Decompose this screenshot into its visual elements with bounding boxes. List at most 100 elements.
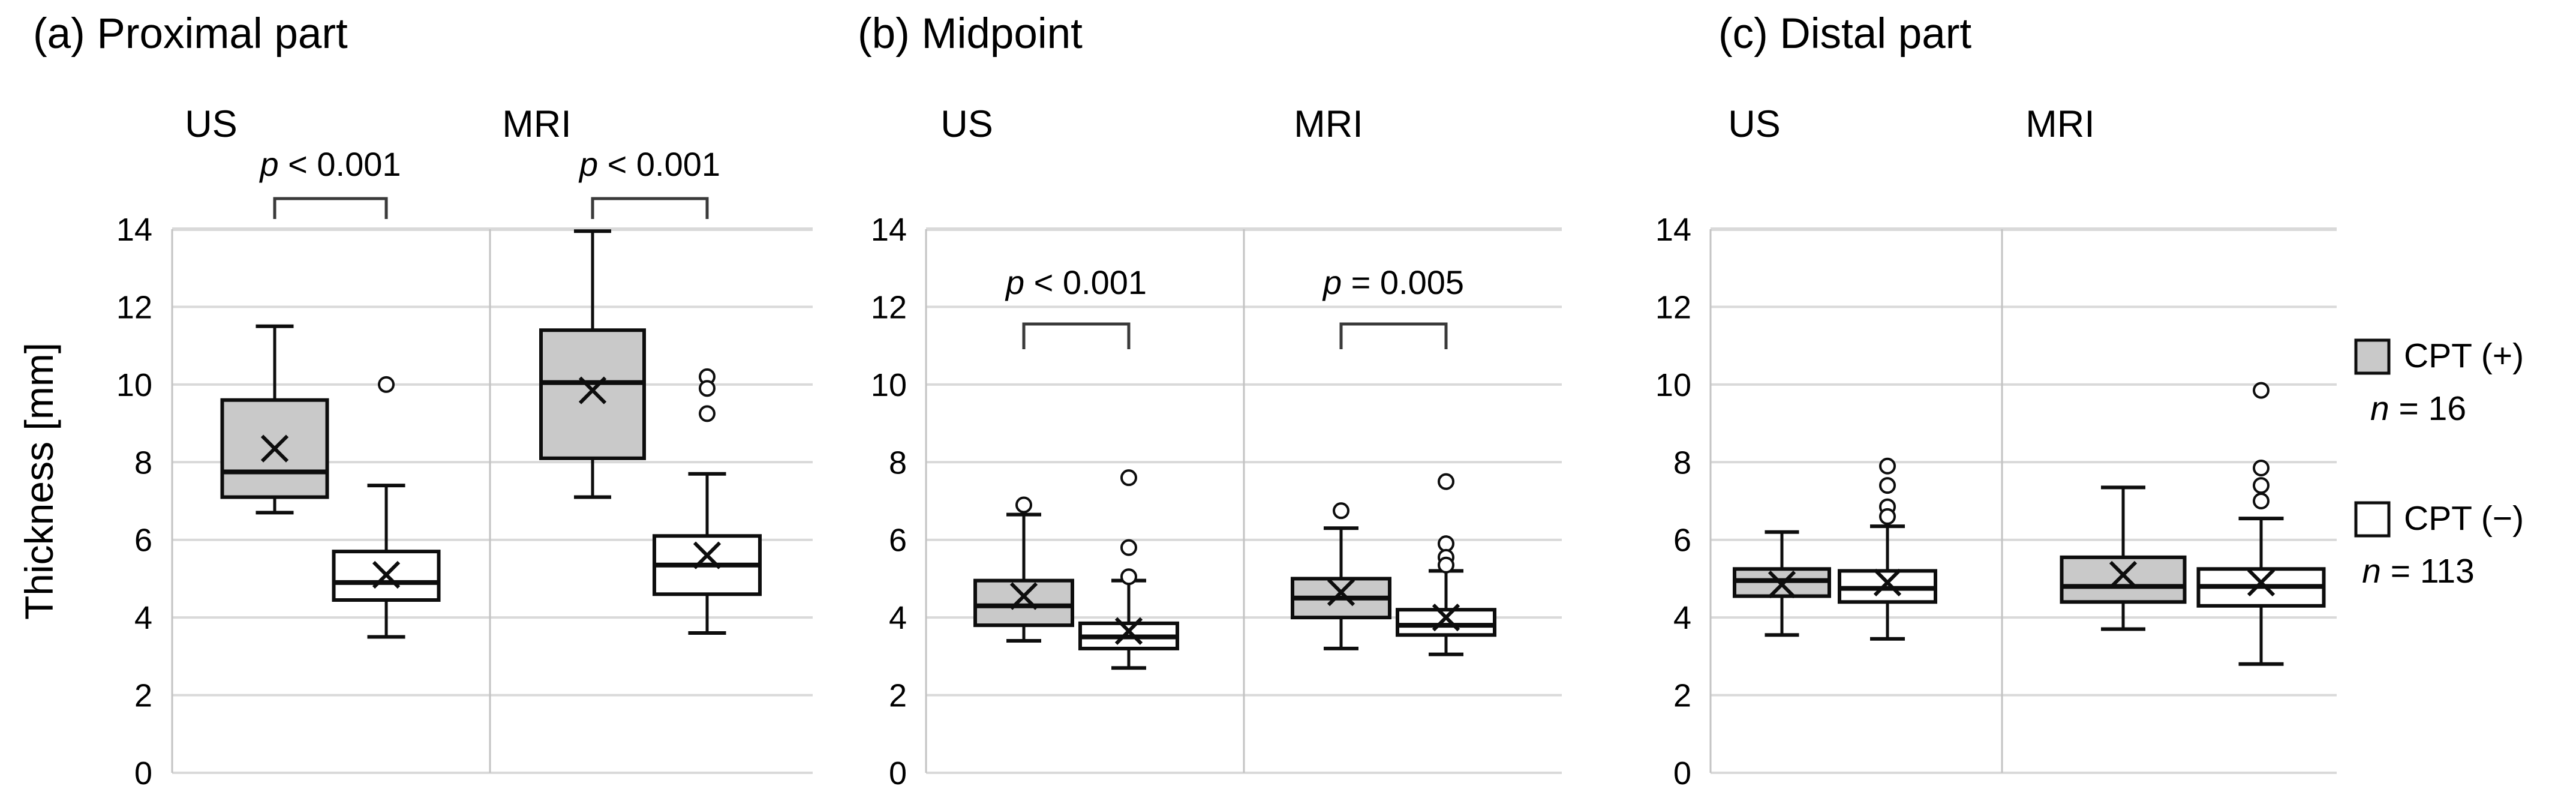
y-tick-label-12: 12	[871, 289, 907, 325]
significance-bracket-b-MRI	[1339, 322, 1448, 349]
y-tick-label-14: 14	[871, 212, 907, 248]
legend: CPT (+) CPT (−) n = 16 n = 113	[2354, 337, 2524, 590]
modality-label-US: US	[940, 103, 993, 145]
legend-swatch-cpt-positive	[2354, 338, 2391, 375]
outlier-point	[1879, 508, 1896, 525]
y-tick-label-0: 0	[889, 755, 907, 791]
mean-x-marker	[1114, 617, 1143, 645]
y-tick-label-4: 4	[134, 600, 152, 636]
mean-x-marker	[1432, 604, 1460, 632]
boxplot-c-US-cpt-pos	[1733, 530, 1831, 637]
mean-x-marker	[372, 560, 401, 589]
box-iqr	[973, 578, 1074, 628]
y-tick-label-0: 0	[1673, 755, 1691, 791]
modality-label-US: US	[1728, 103, 1781, 145]
y-tick-label-10: 10	[871, 367, 907, 403]
box-iqr	[539, 328, 646, 460]
mean-x-marker	[578, 376, 607, 404]
y-tick-label-2: 2	[134, 678, 152, 714]
y-tick-label-0: 0	[134, 755, 152, 791]
y-tick-label-12: 12	[1655, 289, 1691, 325]
outlier-point	[1120, 568, 1137, 586]
y-tick-label-4: 4	[889, 600, 907, 636]
p-value-label-b-MRI: p = 0.005	[1322, 263, 1464, 301]
mean-x-marker	[1009, 582, 1038, 610]
outlier-point	[699, 405, 716, 422]
modality-label-MRI: MRI	[1294, 103, 1363, 145]
outlier-point	[1120, 539, 1137, 556]
outlier-point	[2253, 493, 2270, 510]
p-value-label-a-US: p < 0.001	[258, 145, 401, 183]
p-value-label-b-US: p < 0.001	[1005, 263, 1147, 301]
y-tick-label-8: 8	[1673, 445, 1691, 481]
significance-bracket-a-US	[273, 197, 388, 219]
y-tick-label-6: 6	[134, 523, 152, 559]
y-tick-label-6: 6	[889, 523, 907, 559]
boxplot-a-MRI-cpt-neg	[653, 368, 762, 635]
boxes-layer	[220, 229, 2326, 670]
y-tick-label-2: 2	[889, 678, 907, 714]
outlier-point	[2253, 459, 2270, 476]
y-tick-label-2: 2	[1673, 678, 1691, 714]
y-tick-label-4: 4	[1673, 600, 1691, 636]
boxplot-b-US-cpt-neg	[1078, 469, 1179, 670]
outlier-point	[1438, 473, 1454, 490]
outlier-point	[1120, 469, 1137, 487]
modality-label-MRI: MRI	[502, 103, 571, 145]
boxplot-a-MRI-cpt-pos	[539, 229, 646, 499]
outlier-point	[1438, 535, 1454, 553]
outlier-point	[2253, 382, 2270, 399]
significance-bracket-a-MRI	[591, 197, 709, 219]
panel-b-title: (b) Midpoint	[858, 10, 1083, 58]
outlier-point	[699, 380, 716, 397]
annotations-layer: p < 0.001 p < 0.001 p < 0.001 p = 0.005	[258, 145, 1464, 349]
boxplot-c-US-cpt-neg	[1838, 457, 1937, 641]
panel-a-title: (a) Proximal part	[33, 10, 348, 58]
boxplot-a-US-cpt-pos	[220, 324, 329, 515]
axes-layer	[171, 229, 2003, 773]
gridlines-layer	[172, 227, 2337, 774]
modality-label-MRI: MRI	[2025, 103, 2094, 145]
significance-bracket-b-US	[1022, 322, 1131, 349]
boxplot-b-US-cpt-pos	[973, 496, 1074, 643]
mean-x-marker	[693, 541, 722, 569]
mean-x-marker	[1327, 578, 1355, 607]
y-tick-label-10: 10	[116, 367, 152, 403]
y-axis-title: Thickness [mm]	[17, 343, 61, 620]
legend-count-cpt-positive: n = 16	[2370, 389, 2466, 428]
boxplot-b-MRI-cpt-pos	[1291, 502, 1391, 650]
mean-x-marker	[260, 434, 289, 463]
legend-label-cpt-positive: CPT (+)	[2404, 337, 2524, 375]
mean-x-marker	[2247, 568, 2276, 597]
boxplot-b-MRI-cpt-neg	[1396, 473, 1496, 656]
boxplot-c-MRI-cpt-neg	[2196, 382, 2326, 666]
outlier-point	[1879, 457, 1896, 475]
outlier-point	[1438, 556, 1454, 574]
modality-label-US: US	[185, 103, 238, 145]
mean-x-marker	[1873, 568, 1902, 597]
legend-label-cpt-negative: CPT (−)	[2404, 499, 2524, 538]
outlier-point	[1015, 496, 1032, 514]
y-tick-label-14: 14	[1655, 212, 1691, 248]
outlier-point	[1879, 477, 1896, 494]
y-tick-label-12: 12	[116, 289, 152, 325]
p-value-label-a-MRI: p < 0.001	[578, 145, 720, 183]
y-tick-label-8: 8	[134, 445, 152, 481]
legend-count-cpt-negative: n = 113	[2362, 552, 2475, 590]
mean-x-marker	[2109, 560, 2138, 589]
outlier-point	[378, 376, 395, 393]
box-iqr	[2060, 555, 2187, 604]
legend-swatch-cpt-negative	[2354, 501, 2391, 538]
outlier-point	[1333, 502, 1349, 520]
y-tick-label-10: 10	[1655, 367, 1691, 403]
y-tick-label-14: 14	[116, 212, 152, 248]
outlier-point	[2253, 477, 2270, 494]
box-iqr	[1396, 608, 1496, 637]
tick-labels-layer: 0 2 4 6 8 10 12 14 0 2 4 6 8 10 12 14 0 2 4 6 8 10 12 14	[116, 212, 1691, 791]
boxplot-a-US-cpt-neg	[332, 376, 441, 639]
boxplot-c-MRI-cpt-pos	[2060, 485, 2187, 631]
y-tick-label-8: 8	[889, 445, 907, 481]
group-labels-layer: US MRI US MRI US MRI	[185, 103, 2095, 145]
